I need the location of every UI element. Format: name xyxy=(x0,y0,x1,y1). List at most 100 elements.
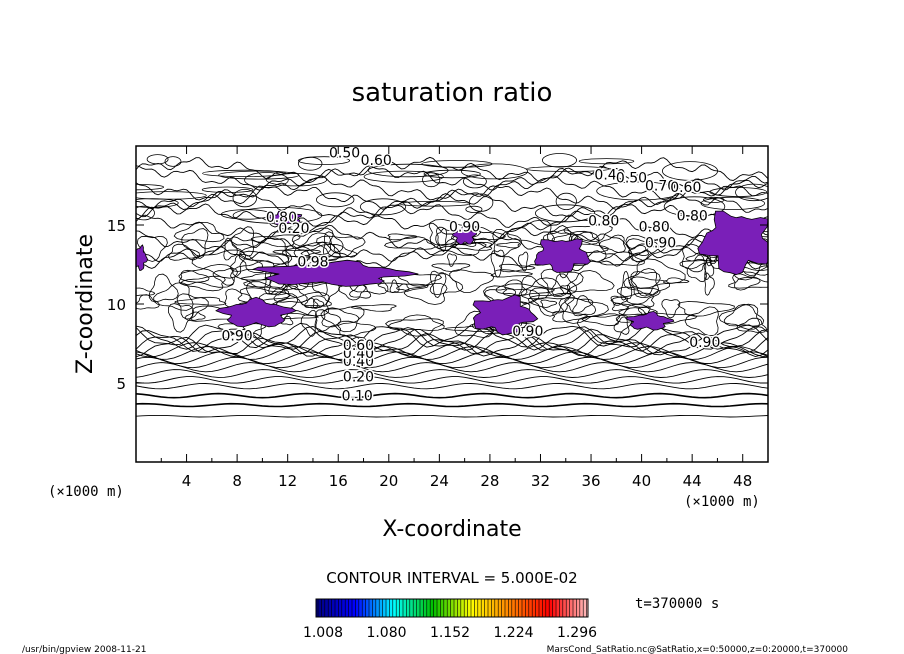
time-label: t=370000 s xyxy=(635,596,719,612)
contour-loop xyxy=(625,234,667,263)
contour-loop xyxy=(136,235,168,262)
colorbar-tick-label: 1.152 xyxy=(430,625,470,641)
contour-loop xyxy=(398,201,471,207)
contour-loop xyxy=(626,238,659,263)
contour-loop xyxy=(136,191,207,200)
contour-loop xyxy=(300,243,358,258)
contour-loop xyxy=(314,309,342,332)
contour-label: 0.80 xyxy=(266,210,297,226)
contour-loop xyxy=(627,245,650,257)
x-axis-label: X-coordinate xyxy=(382,517,521,542)
x-tick-label: 28 xyxy=(480,472,499,490)
contour-loop xyxy=(337,320,377,337)
contour-line xyxy=(136,369,768,378)
y-axis: 5 10 15 xyxy=(107,217,768,393)
contour-loop xyxy=(435,226,456,246)
contour-loop xyxy=(229,254,264,272)
contour-label: 0.90 xyxy=(222,329,253,345)
contour-loop xyxy=(596,181,682,201)
contour-loop xyxy=(136,184,164,191)
contour-line xyxy=(136,383,768,390)
contour-loop xyxy=(520,277,572,300)
contour-loop xyxy=(320,306,365,333)
contour-loop xyxy=(429,273,464,296)
contour-loop xyxy=(403,283,448,305)
contour-line xyxy=(136,346,768,360)
contour-loop xyxy=(502,283,556,297)
contour-loop xyxy=(572,295,597,317)
contour-label: 0.40 xyxy=(343,354,374,370)
contour-loop xyxy=(136,198,179,208)
contour-label: 0.90 xyxy=(645,235,676,251)
contour-line xyxy=(136,362,768,373)
contour-loop xyxy=(232,260,276,289)
contour-loop xyxy=(396,283,410,291)
contour-loop xyxy=(449,269,495,293)
contour-loop xyxy=(398,273,443,287)
x-tick-label: 24 xyxy=(430,472,449,490)
contour-loop xyxy=(495,242,521,249)
contour-label: 0.60 xyxy=(361,153,392,169)
shaded-region xyxy=(534,238,592,273)
shaded-region xyxy=(472,294,539,336)
contour-loop xyxy=(272,249,322,258)
contour-loop xyxy=(435,228,448,252)
contour-loop xyxy=(180,275,226,292)
contour-loop xyxy=(498,263,536,273)
x-axis: 4 8 12 16 20 24 28 32 36 40 44 48 xyxy=(160,146,752,490)
x-tick-label: 44 xyxy=(683,472,702,490)
contour-loop xyxy=(201,186,254,193)
contour-loop xyxy=(564,297,594,314)
contour-label: 0.70 xyxy=(645,179,676,195)
contour-loop xyxy=(385,318,444,337)
contour-line xyxy=(136,402,768,408)
contour-loop xyxy=(517,275,549,304)
contour-loop xyxy=(578,158,635,165)
contour-loop xyxy=(462,174,487,189)
contour-loop xyxy=(662,277,690,284)
x-tick-label: 16 xyxy=(329,472,348,490)
contour-interval-text: CONTOUR INTERVAL = 5.000E-02 xyxy=(326,569,577,587)
contour-line xyxy=(136,165,768,191)
contour-label: 0.80 xyxy=(677,209,708,225)
contour-line xyxy=(136,342,768,358)
contour-loop xyxy=(136,205,155,221)
contour-loop xyxy=(559,284,571,295)
contour-loop xyxy=(662,161,719,181)
contour-loop xyxy=(423,169,481,179)
contour-loop xyxy=(555,192,577,210)
contour-loop xyxy=(297,156,350,165)
contour-loop xyxy=(490,249,505,278)
colorbar-tick-label: 1.224 xyxy=(493,625,533,641)
x-tick-label: 12 xyxy=(278,472,297,490)
colorbar-gradient xyxy=(316,599,588,617)
contour-loop xyxy=(563,224,613,242)
contour-label: 0.80 xyxy=(639,220,670,236)
contour-loop xyxy=(704,257,715,280)
contour-loop xyxy=(136,287,156,297)
contour-line xyxy=(136,203,768,229)
contour-loop xyxy=(663,196,726,217)
contour-loop xyxy=(321,307,360,328)
contour-loop xyxy=(174,296,227,306)
contour-loop xyxy=(291,227,334,256)
colorbar-tick-label: 1.008 xyxy=(303,625,343,641)
contour-loop xyxy=(495,279,528,296)
contour-line xyxy=(136,376,768,384)
contour-loop xyxy=(551,230,600,245)
shaded-region xyxy=(624,310,675,331)
contour-label: 0.10 xyxy=(342,389,373,405)
x-tick-label: 36 xyxy=(581,472,600,490)
contour-loop xyxy=(566,270,615,293)
contour-loop xyxy=(542,153,578,168)
contour-label: 0.40 xyxy=(343,346,374,362)
contour-loop xyxy=(383,236,436,250)
contour-loop xyxy=(363,170,444,183)
contour-label: 0.60 xyxy=(670,180,701,196)
contour-loop xyxy=(465,205,483,213)
shaded-region xyxy=(136,244,148,272)
shaded-region xyxy=(265,210,303,227)
contour-loop xyxy=(718,303,761,330)
contour-loop xyxy=(436,241,487,256)
